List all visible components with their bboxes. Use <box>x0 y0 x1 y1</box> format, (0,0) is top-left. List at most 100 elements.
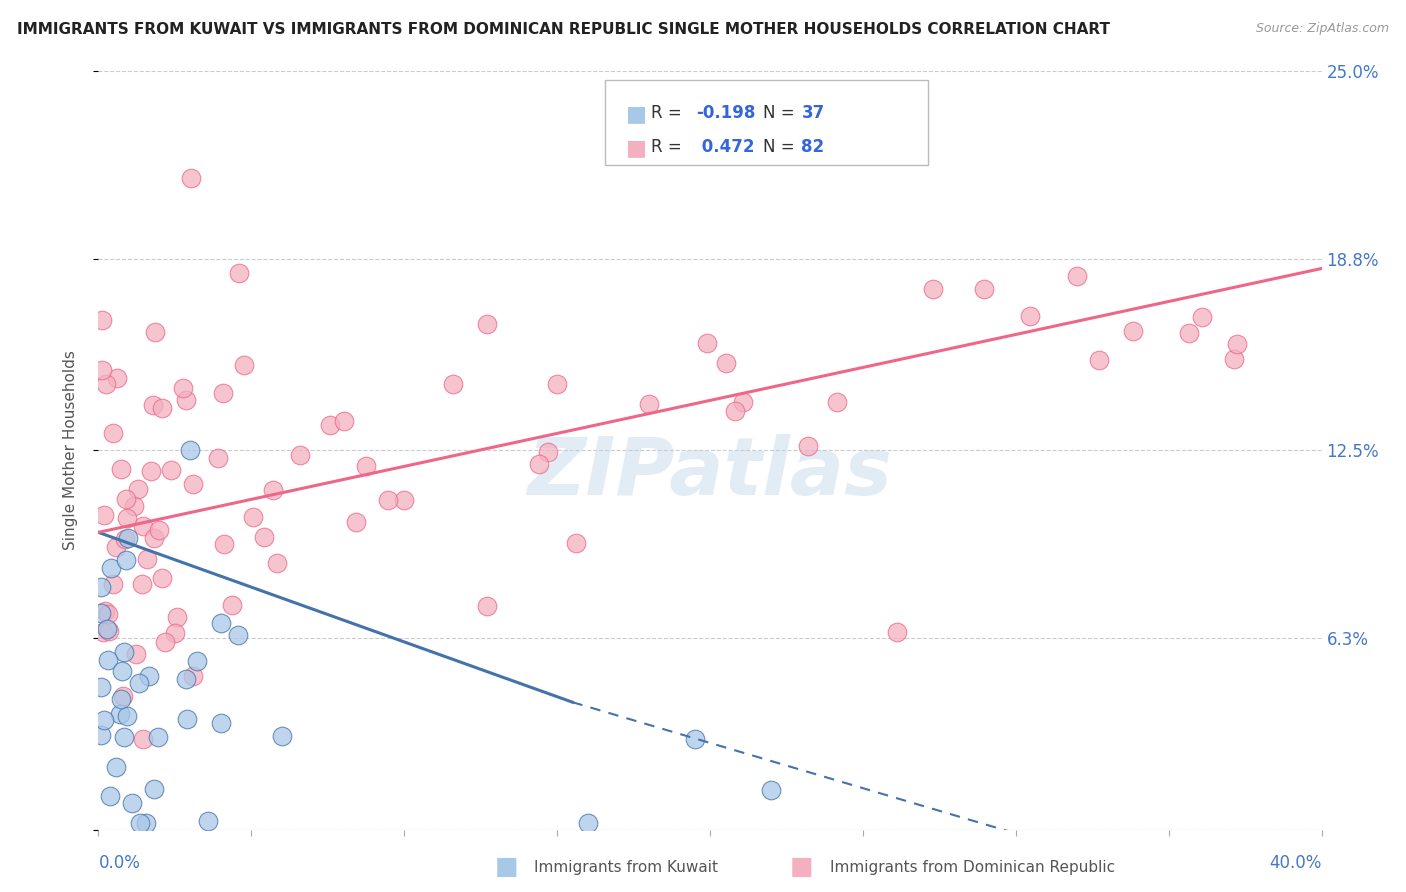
Text: R =: R = <box>651 104 688 122</box>
Point <box>145 325 167 339</box>
Point <box>266 557 288 571</box>
Point <box>228 266 250 280</box>
Text: -0.198: -0.198 <box>696 104 755 122</box>
Point <box>150 571 173 585</box>
Point <box>125 647 148 661</box>
Point <box>101 577 124 591</box>
Point <box>91 625 114 640</box>
Text: ■: ■ <box>626 138 647 158</box>
Point <box>318 418 340 433</box>
Point <box>148 523 170 537</box>
Point <box>135 816 157 830</box>
Point <box>90 606 112 620</box>
Text: Immigrants from Kuwait: Immigrants from Kuwait <box>534 860 718 874</box>
Point <box>96 622 118 636</box>
Point <box>108 707 131 722</box>
Point <box>90 580 112 594</box>
Point <box>1226 336 1249 351</box>
Text: 40.0%: 40.0% <box>1270 854 1322 871</box>
Point <box>724 403 747 417</box>
Point <box>105 760 128 774</box>
Point <box>197 814 219 828</box>
Point <box>1122 324 1144 338</box>
Point <box>114 553 136 567</box>
Point <box>262 483 284 497</box>
Point <box>333 414 356 428</box>
Point <box>176 672 198 686</box>
Point <box>110 692 132 706</box>
Point <box>546 376 568 391</box>
Point <box>637 397 659 411</box>
Point <box>1088 353 1111 368</box>
Point <box>117 532 139 546</box>
Point <box>93 508 115 522</box>
Point <box>696 336 718 351</box>
Point <box>181 669 204 683</box>
Point <box>94 377 117 392</box>
Point <box>143 782 166 797</box>
Point <box>93 713 115 727</box>
Point <box>121 796 143 810</box>
Point <box>1066 269 1088 284</box>
Point <box>797 439 820 453</box>
Point <box>117 511 139 525</box>
Text: 0.0%: 0.0% <box>98 854 141 871</box>
Point <box>115 709 138 723</box>
Y-axis label: Single Mother Households: Single Mother Households <box>63 351 77 550</box>
Point <box>142 532 165 546</box>
Point <box>111 689 134 703</box>
Point <box>97 653 120 667</box>
Text: 0.472: 0.472 <box>696 138 755 156</box>
Text: N =: N = <box>763 104 800 122</box>
Point <box>97 607 120 622</box>
Point <box>921 282 943 296</box>
Point <box>97 624 120 638</box>
Point <box>441 376 464 391</box>
Point <box>179 443 201 458</box>
Point <box>214 537 236 551</box>
Text: ■: ■ <box>790 855 813 879</box>
Point <box>576 816 599 830</box>
Point <box>221 598 243 612</box>
Text: Source: ZipAtlas.com: Source: ZipAtlas.com <box>1256 22 1389 36</box>
Text: 82: 82 <box>801 138 824 156</box>
Point <box>112 731 135 745</box>
Point <box>270 729 292 743</box>
Text: ZIPatlas: ZIPatlas <box>527 434 893 512</box>
Point <box>683 732 706 747</box>
Point <box>98 789 121 803</box>
Point <box>1177 326 1199 341</box>
Point <box>1223 352 1246 367</box>
Point <box>150 401 173 416</box>
Point <box>377 493 399 508</box>
Point <box>886 624 908 639</box>
Point <box>114 532 136 546</box>
Point <box>172 381 194 395</box>
Text: N =: N = <box>763 138 800 156</box>
Point <box>105 371 128 385</box>
Point <box>138 669 160 683</box>
Point <box>122 499 145 513</box>
Point <box>207 450 229 465</box>
Text: 37: 37 <box>801 104 825 122</box>
Point <box>176 712 198 726</box>
Point <box>477 317 499 331</box>
Point <box>131 577 153 591</box>
Point <box>132 519 155 533</box>
Point <box>527 457 550 471</box>
Point <box>141 464 163 478</box>
Point <box>288 449 311 463</box>
Point <box>132 731 155 746</box>
Point <box>91 362 114 376</box>
Text: IMMIGRANTS FROM KUWAIT VS IMMIGRANTS FROM DOMINICAN REPUBLIC SINGLE MOTHER HOUSE: IMMIGRANTS FROM KUWAIT VS IMMIGRANTS FRO… <box>17 22 1109 37</box>
Point <box>392 492 415 507</box>
Point <box>181 477 204 491</box>
Point <box>716 356 738 370</box>
Point <box>163 626 186 640</box>
Point <box>242 509 264 524</box>
Point <box>110 461 132 475</box>
Point <box>354 459 377 474</box>
Point <box>112 645 135 659</box>
Point <box>973 282 995 296</box>
Point <box>128 676 150 690</box>
